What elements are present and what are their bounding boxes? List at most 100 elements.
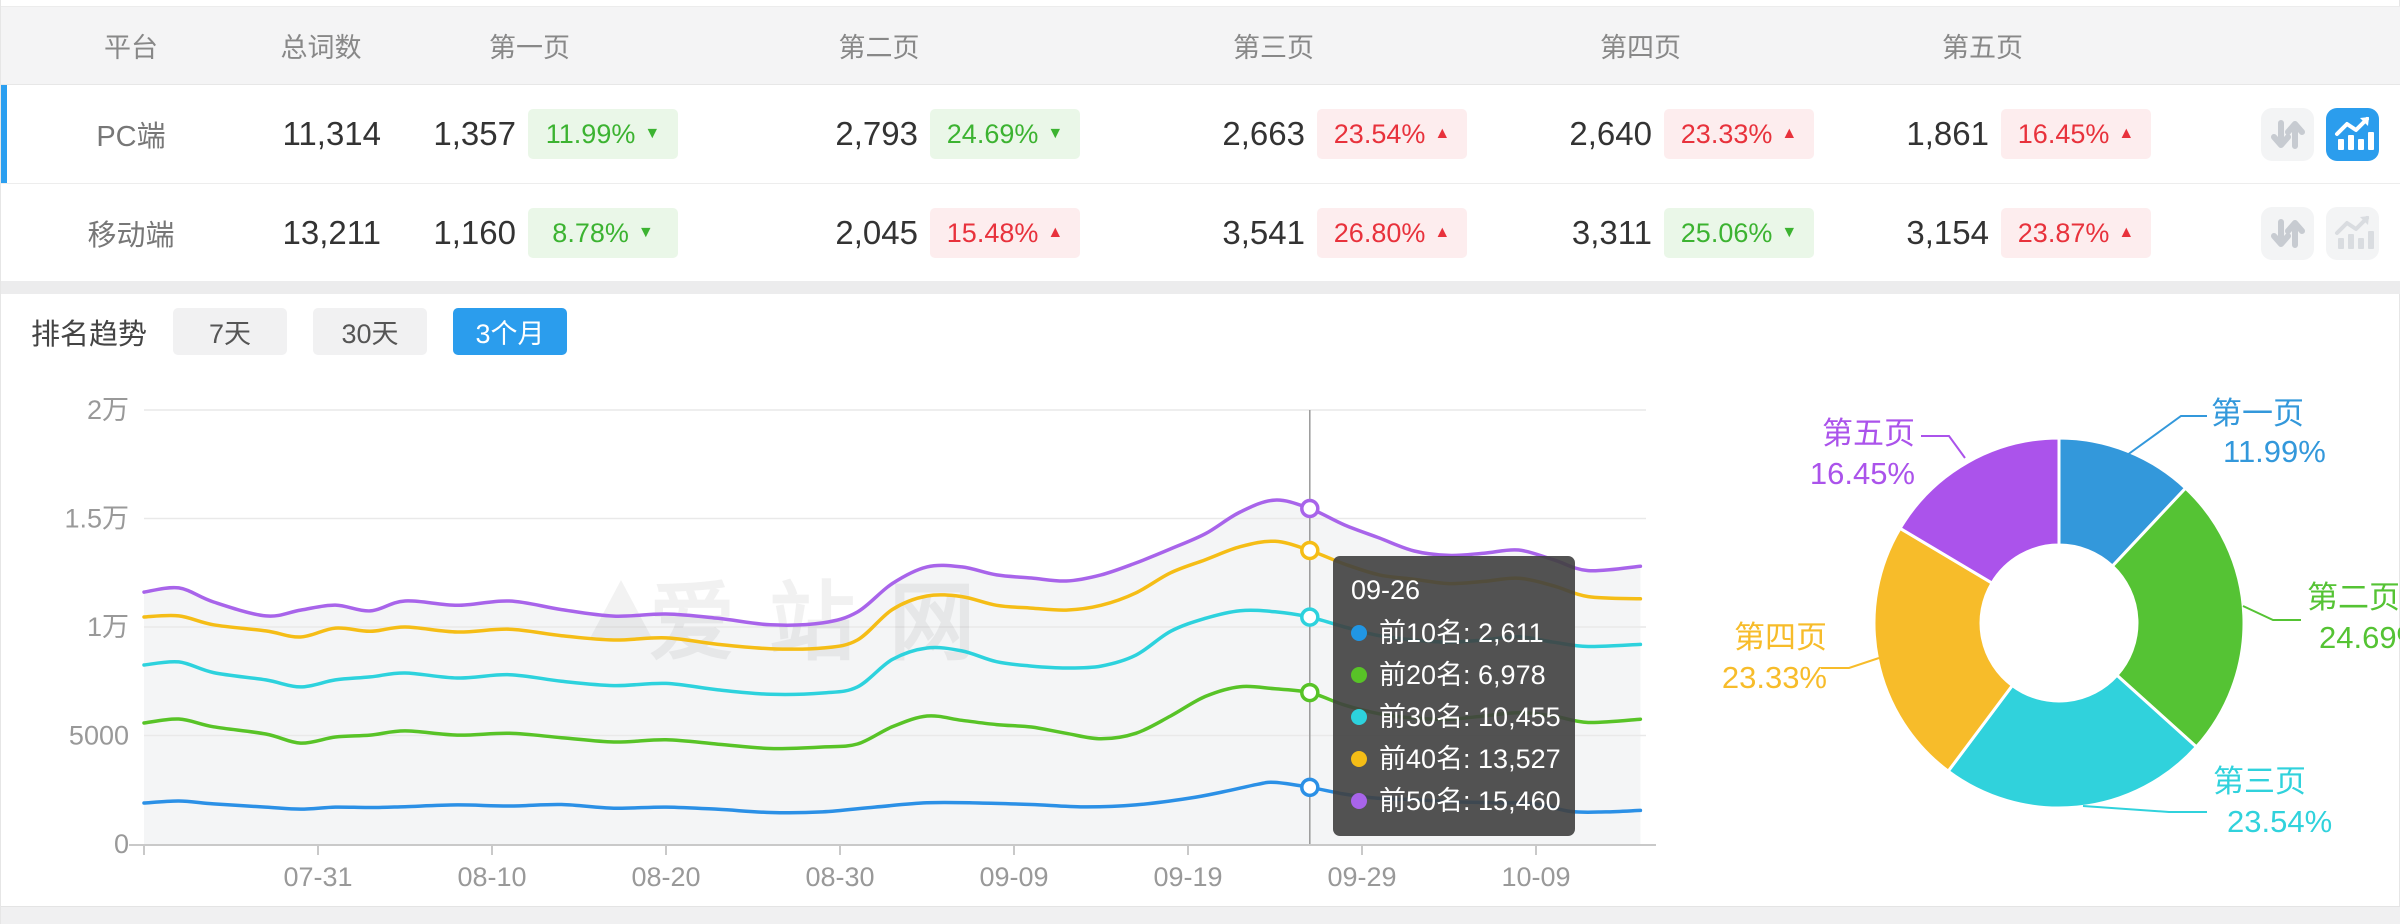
tooltip-series-row: 前50名: 15,460 — [1351, 780, 1561, 822]
trend-arrow-icon: ▼ — [1047, 125, 1064, 142]
donut-slice-第三页[interactable] — [1946, 673, 2199, 810]
x-axis-label: 08-30 — [805, 862, 874, 892]
page5-count: 1,861 — [1906, 115, 1989, 152]
header-page-4: 第四页 — [1600, 33, 1681, 63]
trend-arrow-icon: ▲ — [1781, 125, 1798, 142]
tooltip-series-row: 前10名: 2,611 — [1351, 612, 1557, 654]
donut-label-第三页: 第三页 — [2213, 764, 2306, 799]
page2-count: 2,045 — [835, 214, 918, 251]
trend-arrow-icon: ▲ — [1434, 224, 1451, 241]
trend-arrow-icon: ▲ — [2118, 224, 2135, 241]
tab-3-months[interactable]: 3个月 — [453, 308, 568, 355]
trend-section-title: 排名趋势 — [31, 318, 148, 351]
change-percent: 26.80% — [1333, 217, 1426, 248]
hover-marker-前40名 — [1300, 540, 1320, 561]
change-percent: 24.69% — [946, 118, 1039, 149]
watermark-logo-icon — [589, 580, 653, 640]
page1-count: 1,160 — [433, 214, 516, 251]
donut-slice-第五页[interactable] — [1898, 436, 2061, 586]
donut-slice-第二页[interactable] — [2110, 485, 2246, 750]
change-percent: 15.48% — [946, 217, 1039, 248]
change-percent: 8.78% — [552, 217, 629, 248]
page5-change-badge: 23.87% ▲ — [2001, 208, 2151, 258]
platform-label: PC端 — [96, 121, 166, 153]
tooltip-series-value: 前50名: 15,460 — [1379, 786, 1561, 816]
x-axis-label: 09-19 — [1153, 862, 1222, 892]
donut-percent-第四页: 23.33% — [1722, 660, 1827, 695]
bottom-band — [1, 906, 2400, 924]
trend-chart-icon — [2335, 116, 2374, 150]
trend-chart-button[interactable] — [2326, 107, 2379, 161]
sort-arrows-icon — [2271, 119, 2305, 149]
donut-percent-第三页: 23.54% — [2227, 804, 2332, 839]
page1-change-badge: 8.78% ▼ — [528, 208, 678, 258]
y-axis-label: 1.5万 — [64, 504, 129, 534]
chart-tooltip: 09-26 前10名: 2,611 前20名: 6,978 前30名: 10,455… — [1333, 556, 1575, 836]
trend-chart-button[interactable] — [2326, 206, 2379, 260]
header-platform: 平台 — [104, 33, 158, 63]
donut-label-leader — [2082, 805, 2207, 813]
trend-section-header: 排名趋势 7天 30天 3个月 — [31, 308, 568, 355]
change-percent: 23.54% — [1333, 118, 1426, 149]
series-dot-icon — [1351, 667, 1367, 683]
sort-arrows-button[interactable] — [2261, 206, 2314, 260]
donut-label-leader — [2122, 415, 2207, 459]
donut-slice-第四页[interactable] — [1872, 526, 2015, 774]
page3-change-badge: 26.80% ▲ — [1317, 208, 1467, 258]
tooltip-series-row: 前30名: 10,455 — [1351, 696, 1561, 738]
trend-arrow-icon: ▲ — [1047, 224, 1064, 241]
trend-arrow-icon: ▼ — [644, 125, 661, 142]
section-divider — [1, 281, 2400, 294]
page3-change-badge: 23.54% ▲ — [1317, 109, 1467, 159]
page1-count: 1,357 — [433, 115, 516, 152]
trend-arrow-icon: ▲ — [1434, 125, 1451, 142]
page4-change-badge: 23.33% ▲ — [1664, 109, 1814, 159]
y-axis-label: 0 — [114, 829, 129, 859]
header-page-3: 第三页 — [1233, 33, 1314, 63]
header-page-5: 第五页 — [1942, 33, 2023, 63]
page4-change-badge: 25.06% ▼ — [1664, 208, 1814, 258]
hover-marker-前20名 — [1300, 682, 1320, 703]
change-percent: 16.45% — [2017, 118, 2110, 149]
page2-change-badge: 15.48% ▲ — [930, 208, 1080, 258]
change-percent: 23.87% — [2017, 217, 2110, 248]
donut-label-第四页: 第四页 — [1734, 620, 1827, 655]
y-axis-label: 5000 — [69, 721, 129, 751]
donut-label-第五页: 第五页 — [1822, 416, 1915, 451]
total-words-value: 11,314 — [282, 115, 381, 152]
donut-percent-第二页: 24.69% — [2319, 620, 2400, 655]
x-axis-label: 07-31 — [283, 862, 352, 892]
hover-marker-前50名 — [1300, 498, 1320, 519]
page2-count: 2,793 — [835, 115, 918, 152]
x-axis-label: 09-09 — [979, 862, 1048, 892]
tooltip-series-value: 前10名: 2,611 — [1379, 618, 1544, 648]
x-axis-label: 10-09 — [1501, 862, 1570, 892]
line-series-前50名[interactable] — [142, 498, 1643, 627]
keyword-rank-table: 平台 总词数 第一页 第二页 第三页 第四页 第五页 PC端 11,314 1,… — [1, 0, 2400, 283]
change-percent: 25.06% — [1680, 217, 1773, 248]
page4-count: 2,640 — [1569, 115, 1652, 152]
hover-marker-前10名 — [1300, 777, 1320, 798]
tooltip-series-value: 前40名: 13,527 — [1379, 744, 1561, 774]
page4-count: 3,311 — [1571, 214, 1652, 251]
sort-arrows-button[interactable] — [2261, 107, 2314, 161]
page5-count: 3,154 — [1906, 214, 1989, 251]
page3-count: 3,541 — [1222, 214, 1305, 251]
sort-arrows-icon — [2271, 218, 2305, 248]
series-dot-icon — [1351, 709, 1367, 725]
page2-change-badge: 24.69% ▼ — [930, 109, 1080, 159]
trend-arrow-icon: ▼ — [637, 224, 654, 241]
donut-label-第一页: 第一页 — [2211, 396, 2304, 431]
donut-slice-第一页[interactable] — [2057, 436, 2188, 569]
page1-change-badge: 11.99% ▼ — [528, 109, 678, 159]
table-row-pc[interactable]: PC端 11,314 1,357 11.99% ▼ 2,793 24.69% ▼ 2… — [1, 85, 2400, 184]
tab-30-days[interactable]: 30天 — [313, 308, 428, 355]
tab-7-days[interactable]: 7天 — [173, 308, 288, 355]
y-axis-label: 2万 — [87, 395, 129, 425]
total-words-value: 13,211 — [282, 214, 381, 251]
table-header-row: 平台 总词数 第一页 第二页 第三页 第四页 第五页 — [1, 6, 2400, 85]
tooltip-series-row: 前40名: 13,527 — [1351, 738, 1561, 780]
hover-marker-前30名 — [1300, 607, 1320, 627]
table-row-mobile[interactable]: 移动端 13,211 1,160 8.78% ▼ 2,045 15.48% ▲ 3,… — [1, 184, 2400, 283]
